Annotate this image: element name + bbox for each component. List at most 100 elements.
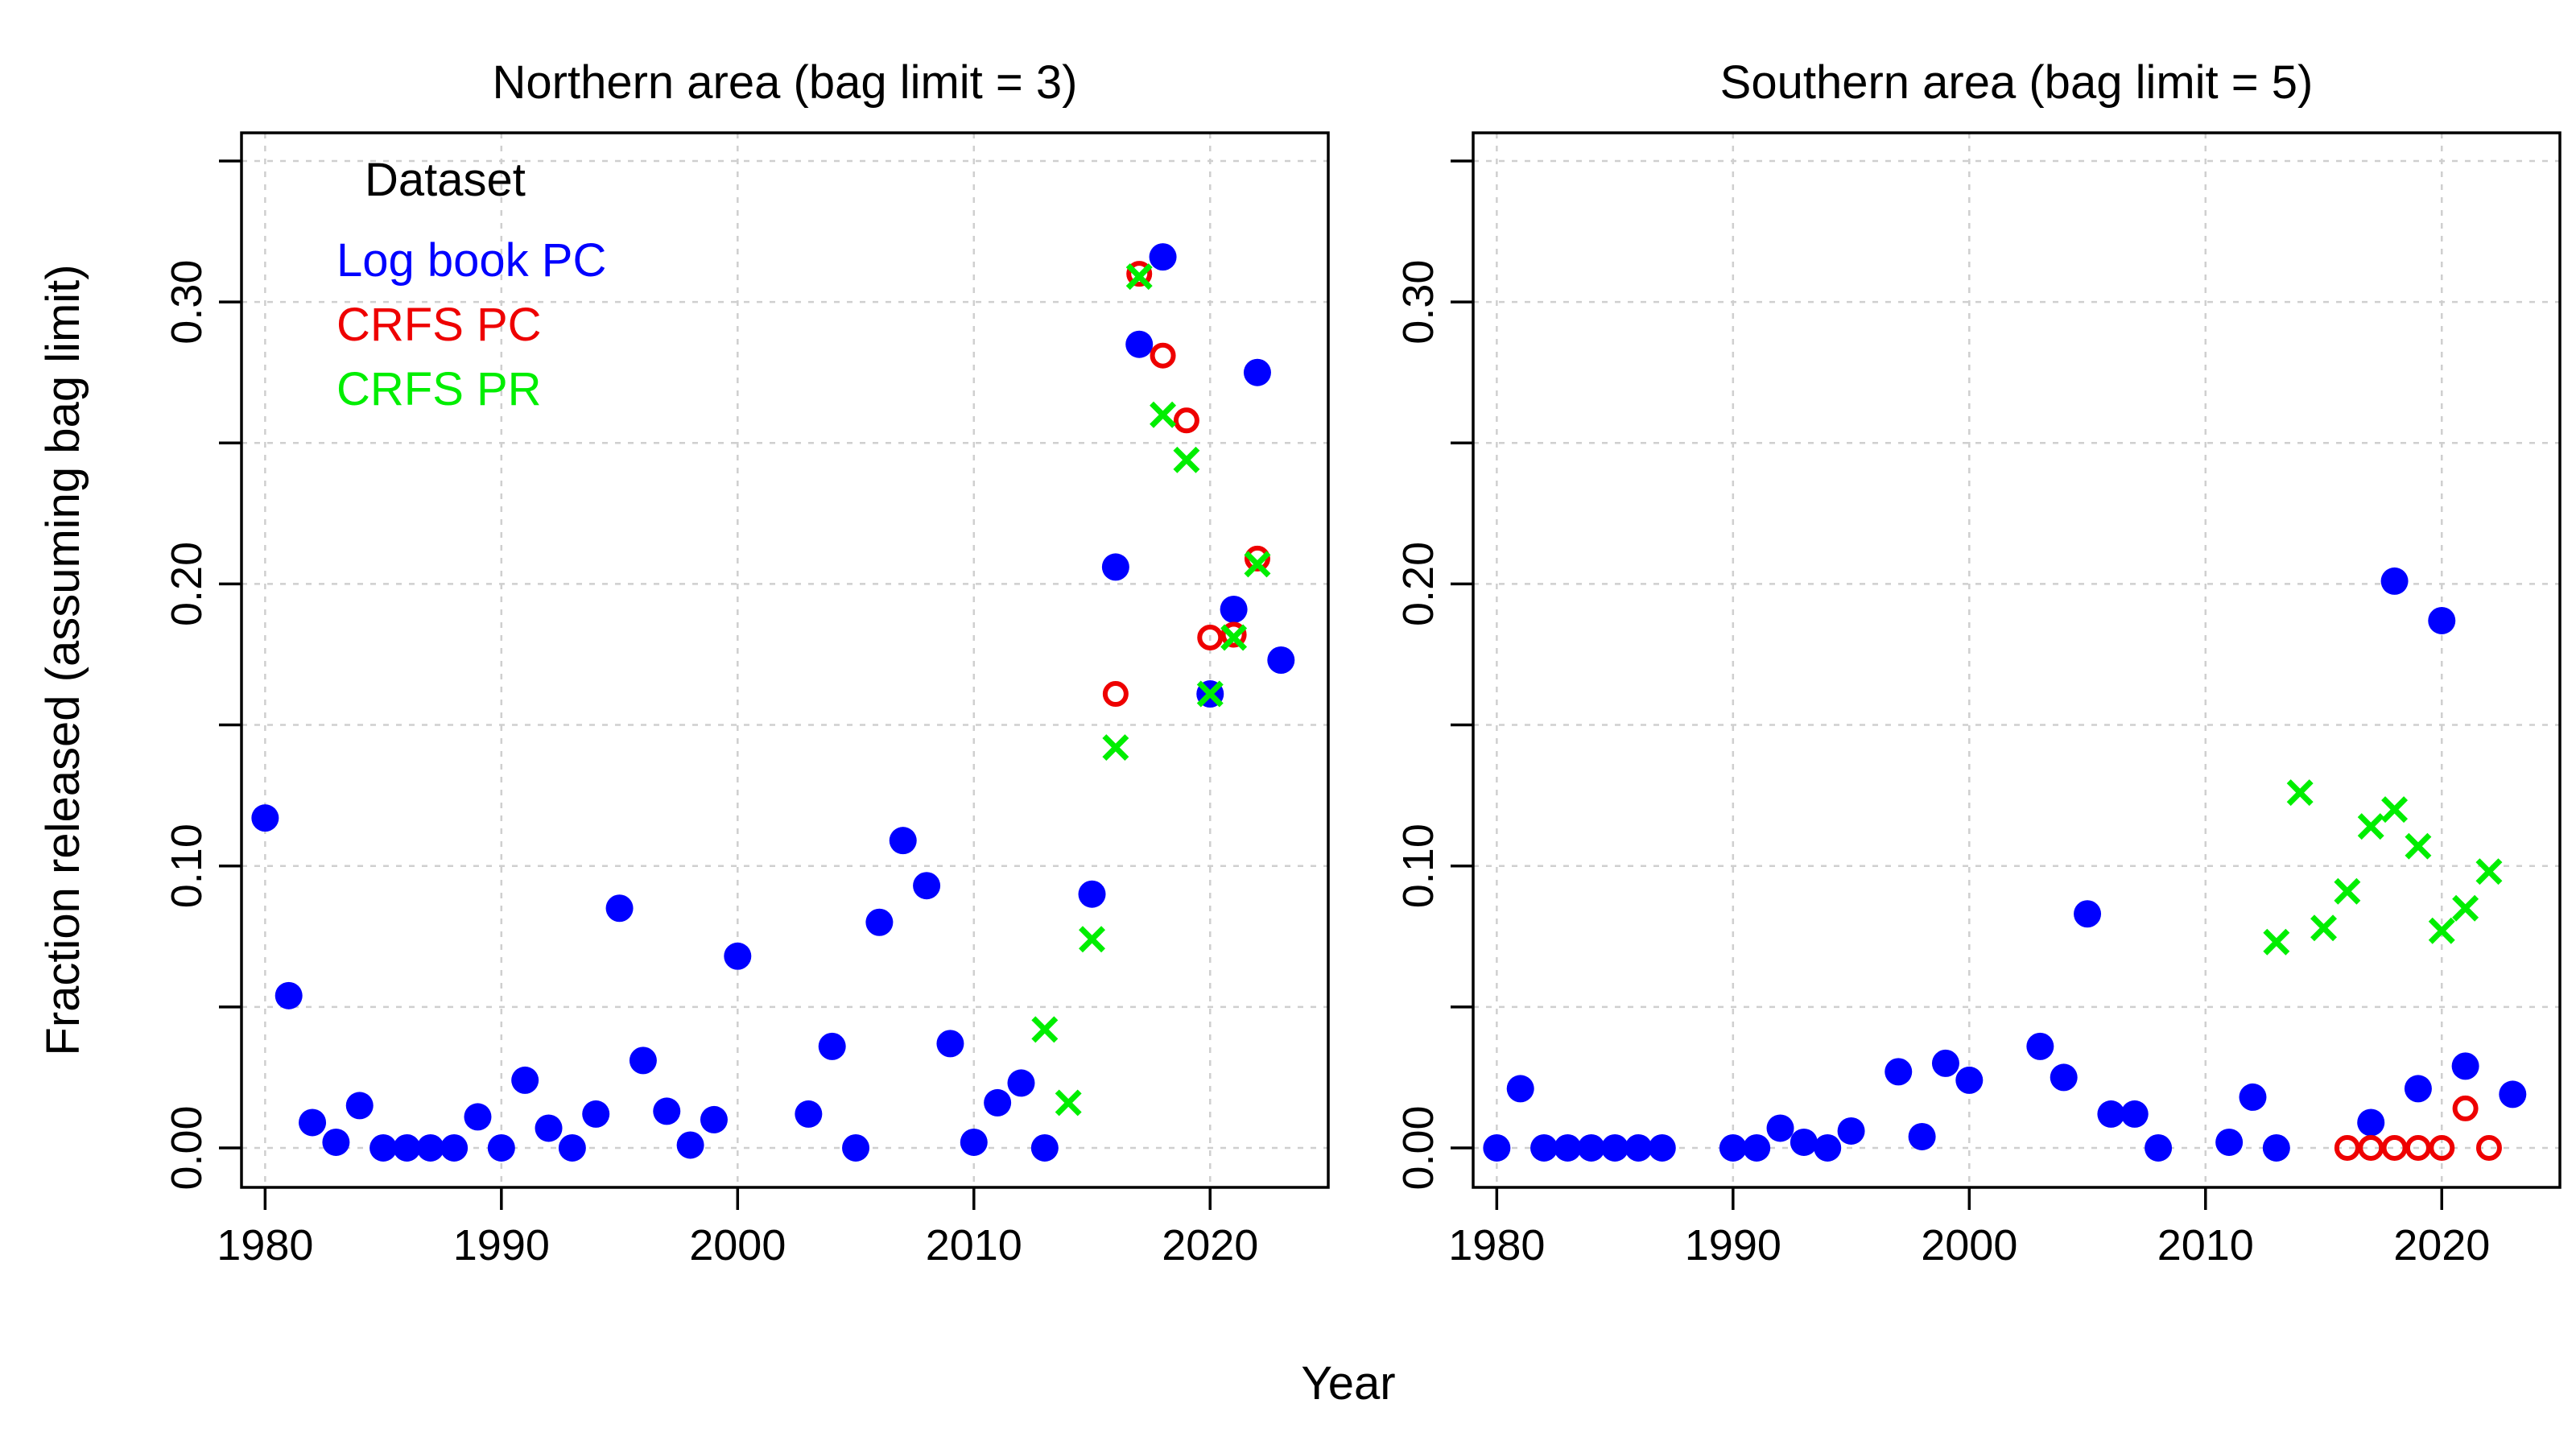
northern-log-book-pc-point (464, 1103, 492, 1131)
northern-log-book-pc-point (1125, 330, 1154, 358)
northern-crfs-pr-point (1102, 734, 1129, 762)
northern-log-book-pc-point (653, 1097, 681, 1125)
southern-log-book-pc-point (1766, 1114, 1794, 1142)
northern-x-axis: 1980 1990 2000 2010 2020 (217, 1187, 1258, 1269)
northern-log-book-pc-point (511, 1066, 539, 1094)
legend-title: Dataset (365, 154, 526, 206)
southern-y-tick-label: 0.10 (1394, 824, 1443, 908)
southern-log-book-pc-point (2145, 1133, 2173, 1162)
southern-crfs-pr-point (2286, 779, 2314, 807)
northern-crfs-pr-point (1220, 624, 1248, 651)
northern-y-tick-label: 0.20 (163, 542, 211, 626)
southern-crfs-pc-point (2475, 1134, 2502, 1161)
northern-log-book-pc-point (535, 1114, 563, 1142)
southern-log-book-pc-point (1648, 1133, 1676, 1162)
northern-x-tick-label: 2000 (689, 1221, 786, 1269)
southern-data-points (1483, 567, 2527, 1162)
southern-log-book-pc-point (2428, 606, 2456, 634)
southern-log-book-pc-point (1624, 1133, 1653, 1162)
southern-crfs-pr-point (2357, 813, 2384, 840)
northern-crfs-pc-point (1126, 261, 1153, 287)
southern-x-axis: 1980 1990 2000 2010 2020 (1448, 1187, 2490, 1269)
northern-crfs-pc-point (1197, 624, 1224, 650)
northern-log-book-pc-point (1101, 553, 1129, 581)
southern-crfs-pr-point (2310, 914, 2337, 942)
southern-y-tick-label: 0.00 (1394, 1105, 1443, 1190)
legend-entry-log-book-pc: Log book PC (336, 234, 606, 287)
northern-log-book-pc-point (1078, 880, 1106, 908)
southern-log-book-pc-point (2050, 1063, 2078, 1092)
southern-x-tick-label: 2020 (2393, 1221, 2490, 1269)
southern-log-book-pc-point (1814, 1133, 1842, 1162)
southern-log-book-pc-point (1837, 1117, 1865, 1145)
southern-crfs-pr-point (2334, 877, 2361, 905)
southern-log-book-pc-point (2097, 1100, 2125, 1128)
northern-log-book-pc-point (724, 942, 752, 970)
southern-panel-title: Southern area (bag limit = 5) (1720, 56, 2314, 109)
northern-log-book-pc-point (416, 1133, 444, 1162)
southern-log-book-pc-point (2120, 1100, 2149, 1128)
southern-x-tick-label: 1980 (1448, 1221, 1545, 1269)
southern-log-book-pc-point (1483, 1133, 1511, 1162)
northern-crfs-pc-point (1220, 621, 1247, 648)
southern-crfs-pc-point (2334, 1134, 2360, 1161)
southern-x-tick-label: 2000 (1921, 1221, 2017, 1269)
northern-gridlines (242, 133, 1328, 1187)
southern-x-tick-label: 2010 (2157, 1221, 2254, 1269)
southern-log-book-pc-point (1719, 1133, 1747, 1162)
northern-log-book-pc-point (369, 1133, 398, 1162)
northern-crfs-pr-point (1244, 551, 1271, 578)
southern-log-book-pc-point (2380, 567, 2409, 595)
southern-log-book-pc-point (1743, 1133, 1771, 1162)
northern-crfs-pr-point (1079, 926, 1105, 953)
northern-log-book-pc-point (818, 1032, 846, 1060)
northern-y-tick-label: 0.10 (163, 824, 211, 908)
northern-log-book-pc-point (440, 1133, 469, 1162)
northern-log-book-pc-point (1030, 1133, 1059, 1162)
northern-log-book-pc-point (889, 827, 917, 855)
legend-entry-crfs-pr: CRFS PR (336, 363, 542, 415)
southern-gridlines (1473, 133, 2560, 1187)
southern-crfs-pc-point (2452, 1095, 2479, 1121)
southern-log-book-pc-point (1530, 1133, 1558, 1162)
northern-crfs-pc-point (1244, 545, 1270, 572)
southern-log-book-pc-point (2239, 1083, 2267, 1111)
southern-crfs-pr-point (2475, 858, 2503, 886)
southern-log-book-pc-point (2262, 1133, 2290, 1162)
northern-crfs-pr-point (1031, 1016, 1059, 1043)
northern-crfs-pr-point (1055, 1089, 1082, 1117)
southern-y-tick-label: 0.30 (1394, 260, 1443, 345)
northern-log-book-pc-point (1267, 646, 1295, 674)
southern-log-book-pc-point (2451, 1052, 2479, 1080)
northern-x-tick-label: 1990 (453, 1221, 550, 1269)
northern-crfs-pr-point (1150, 401, 1177, 428)
northern-log-book-pc-point (960, 1128, 988, 1156)
northern-log-book-pc-point (700, 1105, 728, 1133)
northern-log-book-pc-point (345, 1092, 374, 1120)
northern-log-book-pc-point (913, 872, 941, 900)
northern-log-book-pc-point (322, 1128, 350, 1156)
southern-log-book-pc-point (1955, 1066, 1984, 1094)
northern-log-book-pc-point (558, 1133, 586, 1162)
southern-log-book-pc-point (1506, 1075, 1534, 1103)
southern-log-book-pc-point (2026, 1032, 2054, 1060)
southern-log-book-pc-point (2404, 1075, 2432, 1103)
southern-y-axis: 0.00 0.10 0.20 0.30 (1394, 159, 1473, 1191)
northern-crfs-pc-point (1150, 342, 1176, 369)
southern-log-book-pc-point (1885, 1058, 1913, 1086)
southern-crfs-pc-point (2429, 1134, 2455, 1161)
southern-area-panel: 1980 1990 2000 2010 2020 0.00 0.10 0.20 0.30 So… (1394, 56, 2562, 1269)
northern-crfs-pr-point (1196, 680, 1224, 708)
southern-log-book-pc-point (1790, 1128, 1818, 1156)
southern-log-book-pc-point (1908, 1122, 1936, 1150)
southern-y-tick-label: 0.20 (1394, 542, 1443, 626)
northern-log-book-pc-point (795, 1100, 823, 1128)
southern-log-book-pc-point (2357, 1108, 2385, 1137)
southern-plot-frame (1472, 131, 2562, 1189)
northern-log-book-pc-point (275, 981, 303, 1009)
southern-log-book-pc-point (2215, 1128, 2244, 1156)
northern-log-book-pc-point (605, 894, 634, 923)
northern-log-book-pc-point (1007, 1069, 1035, 1097)
southern-log-book-pc-point (2074, 900, 2102, 928)
